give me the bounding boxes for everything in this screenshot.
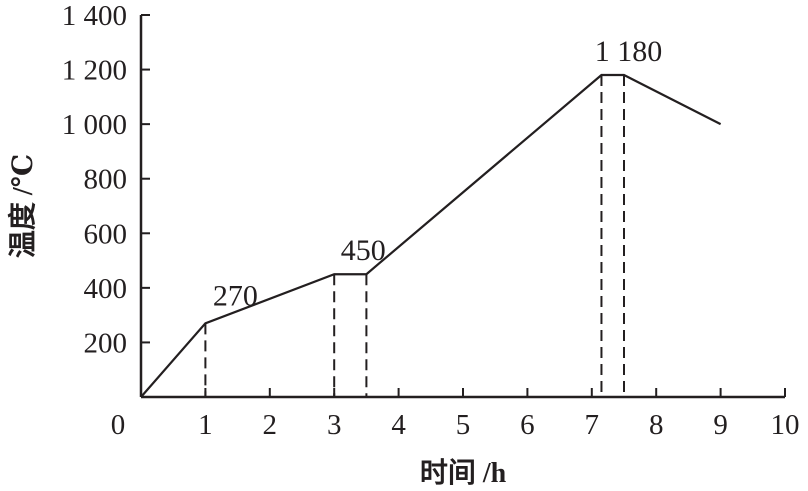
x-tick-label: 8 bbox=[649, 409, 664, 441]
data-label: 450 bbox=[341, 234, 386, 267]
x-tick-label: 0 bbox=[111, 409, 126, 441]
x-axis-label: 时间 /h bbox=[420, 457, 507, 489]
x-tick-label: 6 bbox=[520, 409, 535, 441]
x-tick-label: 7 bbox=[585, 409, 600, 441]
axes: 0 1 2 3 4 5 6 7 8 9 10 200 400 600 800 1 000 1 200 1 400 bbox=[62, 0, 800, 441]
data-label: 1 180 bbox=[595, 35, 663, 68]
x-tick-label: 1 bbox=[198, 409, 213, 441]
y-tick-label: 1 200 bbox=[62, 55, 127, 87]
temperature-line bbox=[140, 73, 722, 398]
y-tick-label: 200 bbox=[84, 327, 128, 359]
x-tick-label: 4 bbox=[391, 409, 406, 441]
x-tick-label: 9 bbox=[713, 409, 728, 441]
x-tick-label: 2 bbox=[263, 409, 278, 441]
marks: 270 450 1 180 bbox=[140, 35, 722, 398]
x-tick-label: 5 bbox=[456, 409, 471, 441]
x-tick-label: 3 bbox=[327, 409, 342, 441]
x-tick-label: 10 bbox=[771, 409, 800, 441]
y-axis-label: 温度 /℃ bbox=[7, 154, 39, 258]
y-tick-label: 1 400 bbox=[62, 0, 127, 32]
y-tick-label: 1 000 bbox=[62, 109, 127, 141]
y-tick-label: 600 bbox=[84, 218, 128, 250]
y-tick-label: 800 bbox=[84, 164, 128, 196]
y-tick-label: 400 bbox=[84, 273, 128, 305]
data-label: 270 bbox=[213, 279, 258, 312]
